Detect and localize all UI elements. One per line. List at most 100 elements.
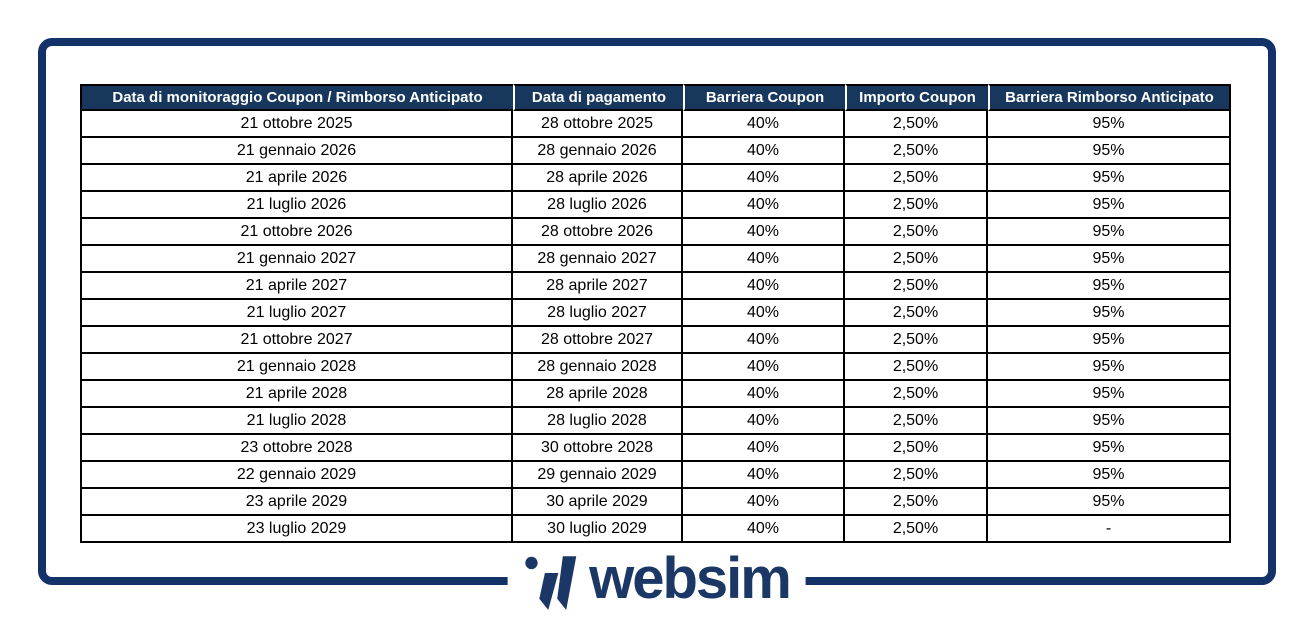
table-cell: 2,50% [845,516,988,543]
table-cell: 2,50% [845,246,988,273]
table-cell: 30 aprile 2029 [513,489,683,516]
table-cell: 40% [683,435,845,462]
websim-w-icon [524,556,576,610]
table-cell: 28 luglio 2028 [513,408,683,435]
table-cell: - [988,516,1231,543]
table-row: 21 gennaio 2027 28 gennaio 2027 40% 2,50% 95… [80,246,1231,273]
table-cell: 21 gennaio 2027 [80,246,513,273]
table-cell: 40% [683,489,845,516]
table-cell: 23 aprile 2029 [80,489,513,516]
table-cell: 23 ottobre 2028 [80,435,513,462]
table-cell: 28 gennaio 2027 [513,246,683,273]
table-cell: 95% [988,219,1231,246]
table-row: 23 luglio 2029 30 luglio 2029 40% 2,50% - [80,516,1231,543]
table-cell: 28 ottobre 2027 [513,327,683,354]
table-cell: 95% [988,138,1231,165]
table-row: 21 gennaio 2028 28 gennaio 2028 40% 2,50% 95… [80,354,1231,381]
table-cell: 2,50% [845,489,988,516]
table-header: Data di monitoraggio Coupon / Rimborso A… [80,84,1231,111]
table-cell: 2,50% [845,273,988,300]
table-cell: 21 ottobre 2027 [80,327,513,354]
table-cell: 2,50% [845,462,988,489]
table-row: 21 aprile 2027 28 aprile 2027 40% 2,50% 95% [80,273,1231,300]
table-cell: 95% [988,381,1231,408]
table-cell: 30 ottobre 2028 [513,435,683,462]
table-cell: 28 aprile 2028 [513,381,683,408]
table-cell: 95% [988,273,1231,300]
table-cell: 95% [988,111,1231,138]
table-row: 23 ottobre 2028 30 ottobre 2028 40% 2,50% 95… [80,435,1231,462]
table-cell: 2,50% [845,192,988,219]
table-cell: 21 ottobre 2026 [80,219,513,246]
table-row: 22 gennaio 2029 29 gennaio 2029 40% 2,50% 95… [80,462,1231,489]
table-row: 21 ottobre 2027 28 ottobre 2027 40% 2,50% 95… [80,327,1231,354]
table-row: 21 gennaio 2026 28 gennaio 2026 40% 2,50% 95… [80,138,1231,165]
table-cell: 21 aprile 2027 [80,273,513,300]
table-cell: 40% [683,462,845,489]
table-cell: 29 gennaio 2029 [513,462,683,489]
table-cell: 21 luglio 2028 [80,408,513,435]
table-header-row: Data di monitoraggio Coupon / Rimborso A… [80,84,1231,111]
table-cell: 40% [683,111,845,138]
table-row: 23 aprile 2029 30 aprile 2029 40% 2,50% 95% [80,489,1231,516]
table-body: 21 ottobre 2025 28 ottobre 2025 40% 2,50% 95… [80,111,1231,543]
table-row: 21 aprile 2026 28 aprile 2026 40% 2,50% 95% [80,165,1231,192]
table-cell: 21 gennaio 2028 [80,354,513,381]
column-header-monitoring-date: Data di monitoraggio Coupon / Rimborso A… [80,84,513,111]
table-cell: 95% [988,435,1231,462]
table-cell: 21 aprile 2028 [80,381,513,408]
table-cell: 28 aprile 2027 [513,273,683,300]
table-cell: 23 luglio 2029 [80,516,513,543]
table-cell: 2,50% [845,300,988,327]
table-cell: 95% [988,192,1231,219]
table-cell: 28 aprile 2026 [513,165,683,192]
table-cell: 2,50% [845,408,988,435]
table-cell: 2,50% [845,327,988,354]
column-header-coupon-amount: Importo Coupon [845,84,988,111]
table-cell: 21 aprile 2026 [80,165,513,192]
table-cell: 21 luglio 2026 [80,192,513,219]
table-cell: 95% [988,246,1231,273]
table-cell: 95% [988,489,1231,516]
table-cell: 95% [988,408,1231,435]
table-cell: 21 gennaio 2026 [80,138,513,165]
table-cell: 2,50% [845,381,988,408]
table-cell: 40% [683,300,845,327]
table-cell: 95% [988,327,1231,354]
coupon-schedule-table: Data di monitoraggio Coupon / Rimborso A… [80,84,1231,543]
table-cell: 28 gennaio 2026 [513,138,683,165]
websim-logo-text: websim [589,546,792,611]
table-cell: 2,50% [845,435,988,462]
table-cell: 40% [683,192,845,219]
table-cell: 95% [988,300,1231,327]
table-cell: 40% [683,246,845,273]
table-cell: 2,50% [845,354,988,381]
table-row: 21 luglio 2026 28 luglio 2026 40% 2,50% 95% [80,192,1231,219]
table-row: 21 ottobre 2025 28 ottobre 2025 40% 2,50% 95… [80,111,1231,138]
table-cell: 28 gennaio 2028 [513,354,683,381]
table-cell: 28 ottobre 2025 [513,111,683,138]
table-cell: 40% [683,516,845,543]
column-header-coupon-barrier: Barriera Coupon [683,84,845,111]
table-cell: 2,50% [845,219,988,246]
table-row: 21 ottobre 2026 28 ottobre 2026 40% 2,50% 95… [80,219,1231,246]
table-cell: 30 luglio 2029 [513,516,683,543]
table-cell: 40% [683,138,845,165]
table-cell: 40% [683,219,845,246]
table-cell: 40% [683,381,845,408]
table-cell: 2,50% [845,165,988,192]
table-cell: 21 luglio 2027 [80,300,513,327]
table-cell: 40% [683,327,845,354]
table-cell: 40% [683,354,845,381]
table-cell: 28 ottobre 2026 [513,219,683,246]
table-cell: 28 luglio 2026 [513,192,683,219]
table-cell: 21 ottobre 2025 [80,111,513,138]
table-cell: 2,50% [845,138,988,165]
coupon-schedule-table-wrap: Data di monitoraggio Coupon / Rimborso A… [80,84,1231,543]
table-row: 21 aprile 2028 28 aprile 2028 40% 2,50% 95% [80,381,1231,408]
table-cell: 28 luglio 2027 [513,300,683,327]
table-cell: 40% [683,408,845,435]
table-cell: 22 gennaio 2029 [80,462,513,489]
column-header-payment-date: Data di pagamento [513,84,683,111]
